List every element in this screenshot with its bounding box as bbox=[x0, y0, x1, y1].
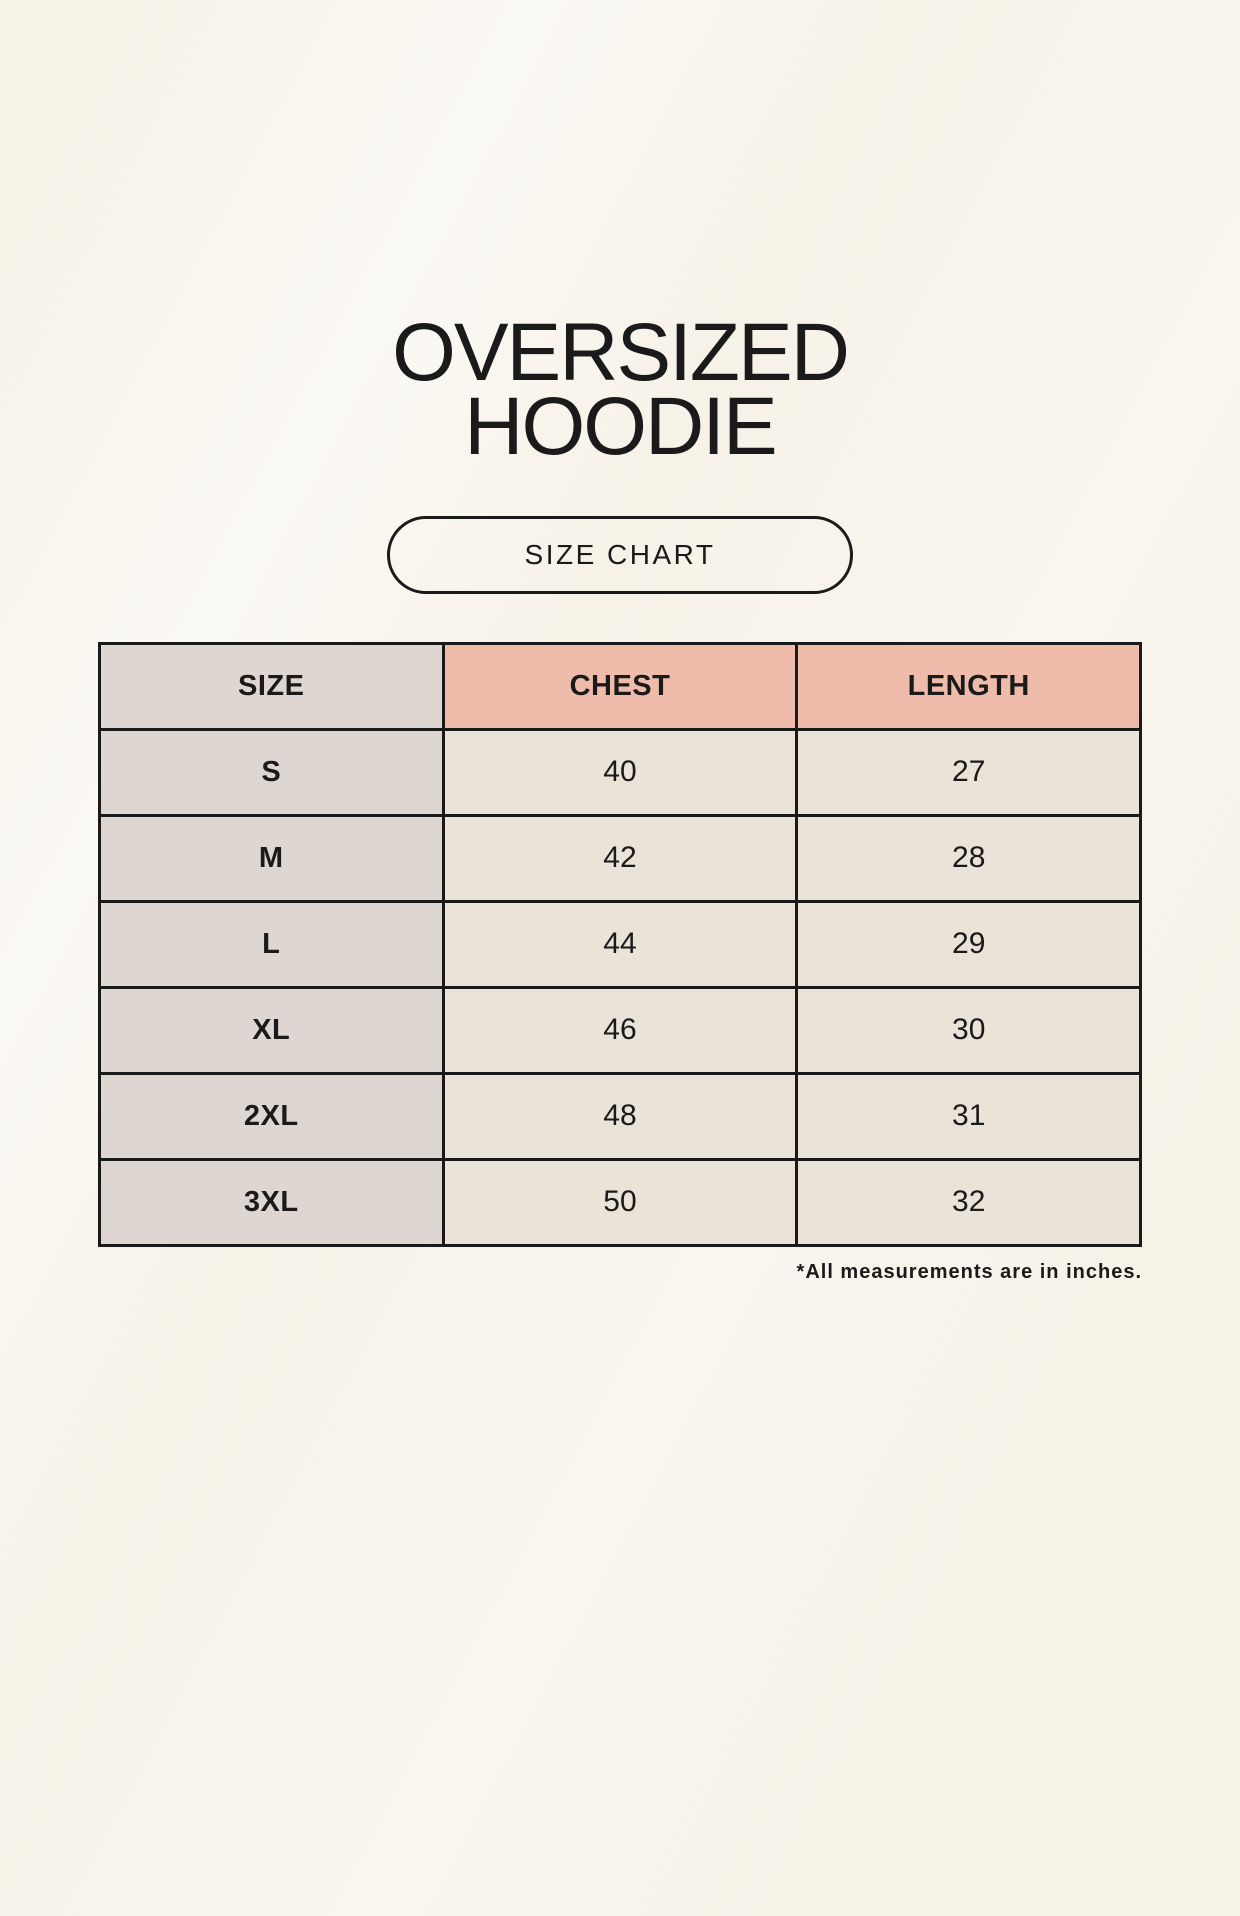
length-cell: 31 bbox=[795, 1071, 1142, 1161]
length-cell: 27 bbox=[795, 727, 1142, 817]
page-title: OVERSIZED HOODIE bbox=[392, 307, 850, 472]
length-cell: 29 bbox=[795, 899, 1142, 989]
length-cell: 30 bbox=[795, 985, 1142, 1075]
size-cell: 3XL bbox=[98, 1157, 445, 1247]
size-cell: M bbox=[98, 813, 445, 903]
size-cell: 2XL bbox=[98, 1071, 445, 1161]
table-row: XL 46 30 bbox=[98, 985, 1142, 1075]
column-header-size: SIZE bbox=[98, 641, 445, 731]
column-header-length: LENGTH bbox=[795, 641, 1142, 731]
size-table-body: S 40 27 M 42 28 L 44 29 XL 46 30 2XL 48 … bbox=[98, 727, 1142, 1247]
table-header-row: SIZE CHEST LENGTH bbox=[98, 641, 1142, 731]
length-cell: 28 bbox=[795, 813, 1142, 903]
length-cell: 32 bbox=[795, 1157, 1142, 1247]
chest-cell: 42 bbox=[441, 813, 799, 903]
size-chart-button[interactable]: SIZE CHART bbox=[387, 515, 853, 594]
table-row: 3XL 50 32 bbox=[98, 1157, 1142, 1247]
size-cell: S bbox=[98, 727, 445, 817]
size-cell: XL bbox=[98, 985, 445, 1075]
chest-cell: 50 bbox=[441, 1157, 799, 1247]
chest-cell: 44 bbox=[441, 899, 799, 989]
chest-cell: 48 bbox=[441, 1071, 799, 1161]
measurements-footnote: *All measurements are in inches. bbox=[796, 1260, 1142, 1283]
table-row: S 40 27 bbox=[98, 727, 1142, 817]
table-row: 2XL 48 31 bbox=[98, 1071, 1142, 1161]
size-cell: L bbox=[98, 899, 445, 989]
chest-cell: 40 bbox=[441, 727, 799, 817]
table-row: L 44 29 bbox=[98, 899, 1142, 989]
size-chart-table: SIZE CHEST LENGTH S 40 27 M 42 28 L 44 2… bbox=[98, 641, 1142, 1247]
column-header-chest: CHEST bbox=[441, 641, 799, 731]
chest-cell: 46 bbox=[441, 985, 799, 1075]
size-chart-page: OVERSIZED HOODIE SIZE CHART SIZE CHEST L… bbox=[0, 307, 1240, 1916]
table-row: M 42 28 bbox=[98, 813, 1142, 903]
